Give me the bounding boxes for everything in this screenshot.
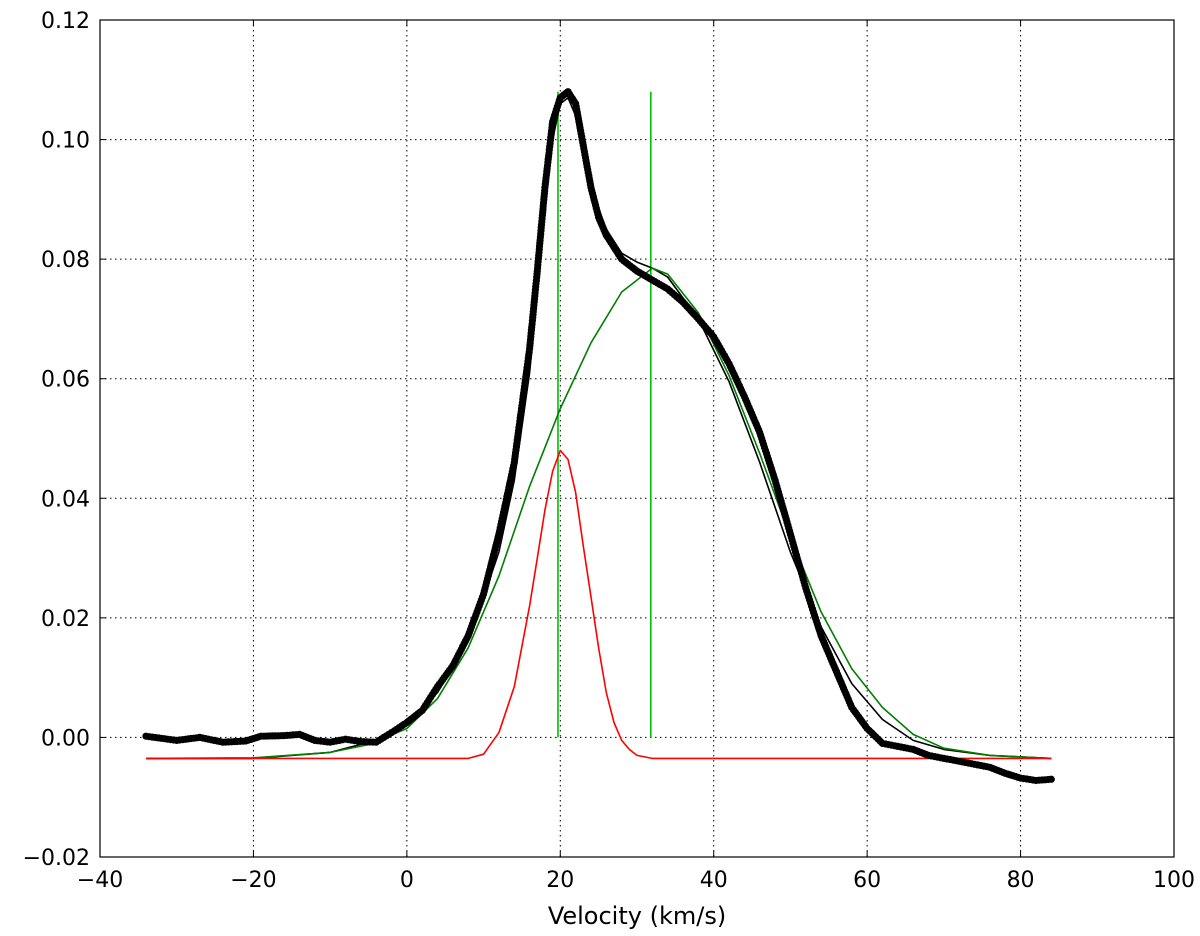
x-tick-label: 80 <box>1007 868 1035 893</box>
x-tick-label: −20 <box>230 868 276 893</box>
x-tick-label: 0 <box>400 868 414 893</box>
y-tick-label: 0.12 <box>41 9 90 34</box>
x-tick-label: 20 <box>546 868 574 893</box>
y-tick-label: 0.04 <box>41 487 90 512</box>
y-tick-label: 0.00 <box>41 726 90 751</box>
y-tick-label: 0.02 <box>41 607 90 632</box>
y-tick-label: 0.08 <box>41 248 90 273</box>
plot-frame <box>99 19 1175 858</box>
x-tick-label: 100 <box>1153 868 1195 893</box>
x-tick-label: 60 <box>853 868 881 893</box>
plot-series <box>142 88 1055 785</box>
y-tick-label: 0.06 <box>41 368 90 393</box>
data-point <box>1047 775 1055 783</box>
x-tick-label: 40 <box>700 868 728 893</box>
series-line <box>146 449 1052 760</box>
axis-ticks: −40 −20 0 20 40 60 80 100 −0.02 0.00 0.02 0.04 0.06 0… <box>23 9 1195 893</box>
x-tick-label: −40 <box>77 868 123 893</box>
x-axis-label: Velocity (km/s) <box>548 902 726 930</box>
grid <box>100 20 1174 857</box>
y-tick-label: 0.10 <box>41 129 90 154</box>
series-line <box>145 267 1052 760</box>
y-tick-label: −0.02 <box>23 846 90 871</box>
